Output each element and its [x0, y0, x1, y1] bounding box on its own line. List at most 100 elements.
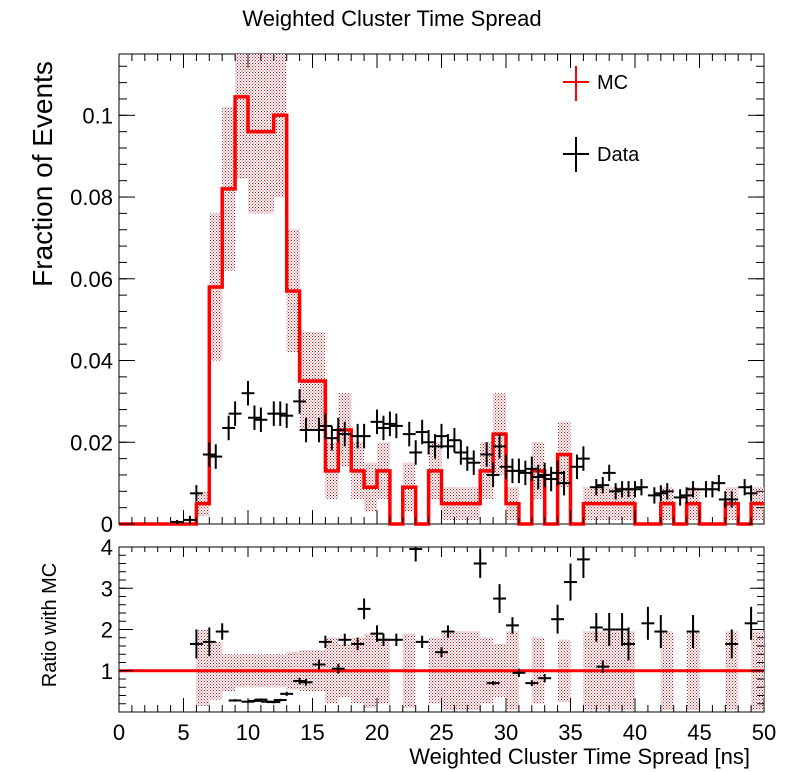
data-point — [389, 413, 403, 439]
legend-item-mc: MC — [563, 66, 628, 101]
data-point — [628, 481, 642, 498]
data-point — [422, 430, 436, 455]
data-point — [673, 489, 687, 506]
data-point — [402, 421, 416, 447]
data-point — [228, 401, 242, 426]
data-point — [609, 483, 623, 500]
ratio-point — [686, 615, 700, 649]
ratio-point — [331, 663, 345, 674]
mc-band-bin — [248, 54, 261, 214]
data-point — [273, 401, 287, 426]
legend: MC Data — [563, 66, 640, 172]
ratio-y-tick-label: 3 — [101, 576, 113, 601]
data-point — [725, 491, 739, 508]
ratio-point — [215, 623, 229, 640]
data-point — [647, 487, 661, 504]
ratio-point — [564, 563, 577, 601]
data-point — [189, 485, 203, 502]
data-point — [312, 417, 326, 443]
data-point — [467, 450, 481, 475]
ratio-point — [602, 613, 616, 646]
ratio-y-tick-label: 2 — [101, 618, 113, 643]
ratio-point — [744, 606, 758, 640]
data-point — [370, 409, 384, 435]
x-tick-label: 5 — [177, 720, 189, 745]
data-point — [518, 460, 532, 486]
ratio-point — [551, 604, 565, 634]
data-point — [331, 417, 345, 443]
x-tick-label: 40 — [623, 720, 647, 745]
ratio-point — [615, 613, 629, 646]
mc-uncertainty-band — [196, 54, 764, 520]
ratio-point — [280, 691, 294, 696]
ratio-point — [357, 598, 371, 620]
ratio-point — [273, 698, 287, 702]
ratio-point — [725, 629, 739, 659]
top-y-tick-label: 0.04 — [70, 349, 113, 374]
mc-band-bin — [260, 54, 274, 214]
data-point — [447, 427, 461, 453]
data-point — [299, 417, 313, 443]
x-axis-label: Weighted Cluster Time Spread [ns] — [409, 744, 750, 769]
ratio-point — [318, 635, 332, 649]
top-y-tick-label: 0 — [101, 512, 113, 537]
top-y-tick-label: 0.08 — [70, 185, 113, 210]
data-point — [357, 423, 371, 449]
data-point — [512, 458, 526, 484]
ratio-y-tick-label: 1 — [101, 659, 113, 684]
data-point — [183, 515, 197, 524]
ratio-point — [254, 698, 268, 701]
data-point — [170, 519, 184, 524]
ratio-point — [202, 627, 216, 657]
ratio-point — [641, 606, 655, 640]
data-point — [557, 470, 571, 496]
data-point — [596, 477, 610, 494]
data-point — [635, 479, 648, 496]
data-point — [222, 415, 236, 441]
ratio-point — [493, 584, 506, 613]
data-point — [318, 413, 332, 439]
ratio-point — [435, 647, 448, 658]
ratio-point — [538, 674, 552, 683]
ratio-point — [654, 615, 668, 649]
legend-label-mc: MC — [597, 72, 628, 94]
ratio-point — [622, 627, 635, 661]
data-point — [280, 403, 294, 428]
data-point — [254, 407, 268, 433]
data-point — [499, 454, 513, 480]
data-point — [454, 440, 468, 465]
ratio-mc-uncertainty-band — [196, 629, 764, 710]
data-point — [338, 421, 352, 447]
data-point — [486, 462, 500, 488]
legend-label-data: Data — [597, 144, 640, 166]
chart-title: Weighted Cluster Time Spread — [242, 6, 541, 31]
ratio-point — [486, 681, 500, 686]
x-tick-label: 35 — [558, 720, 582, 745]
x-tick-label: 0 — [113, 720, 125, 745]
data-point — [377, 415, 390, 441]
x-tick-label: 45 — [687, 720, 711, 745]
ratio-point — [576, 547, 590, 578]
data-point — [480, 442, 494, 467]
data-point — [544, 466, 558, 492]
ratio-point — [596, 660, 610, 673]
data-point — [589, 479, 603, 496]
data-point — [551, 460, 565, 486]
data-point — [531, 464, 545, 490]
data-point — [602, 464, 616, 482]
ratio-point — [351, 637, 365, 651]
data-point — [686, 481, 700, 498]
top-y-axis: 0 0.02 0.04 0.06 0.08 0.1 — [70, 65, 764, 537]
ratio-point — [267, 700, 281, 704]
ratio-band-bin — [222, 654, 236, 692]
data-point — [712, 474, 726, 492]
ratio-point — [228, 699, 242, 702]
data-point — [293, 389, 307, 414]
top-y-tick-label: 0.06 — [70, 267, 113, 292]
ratio-point — [473, 549, 487, 578]
data-point — [409, 440, 423, 465]
ratio-point — [299, 679, 313, 686]
top-y-axis-label: Fraction of Events — [27, 61, 58, 287]
